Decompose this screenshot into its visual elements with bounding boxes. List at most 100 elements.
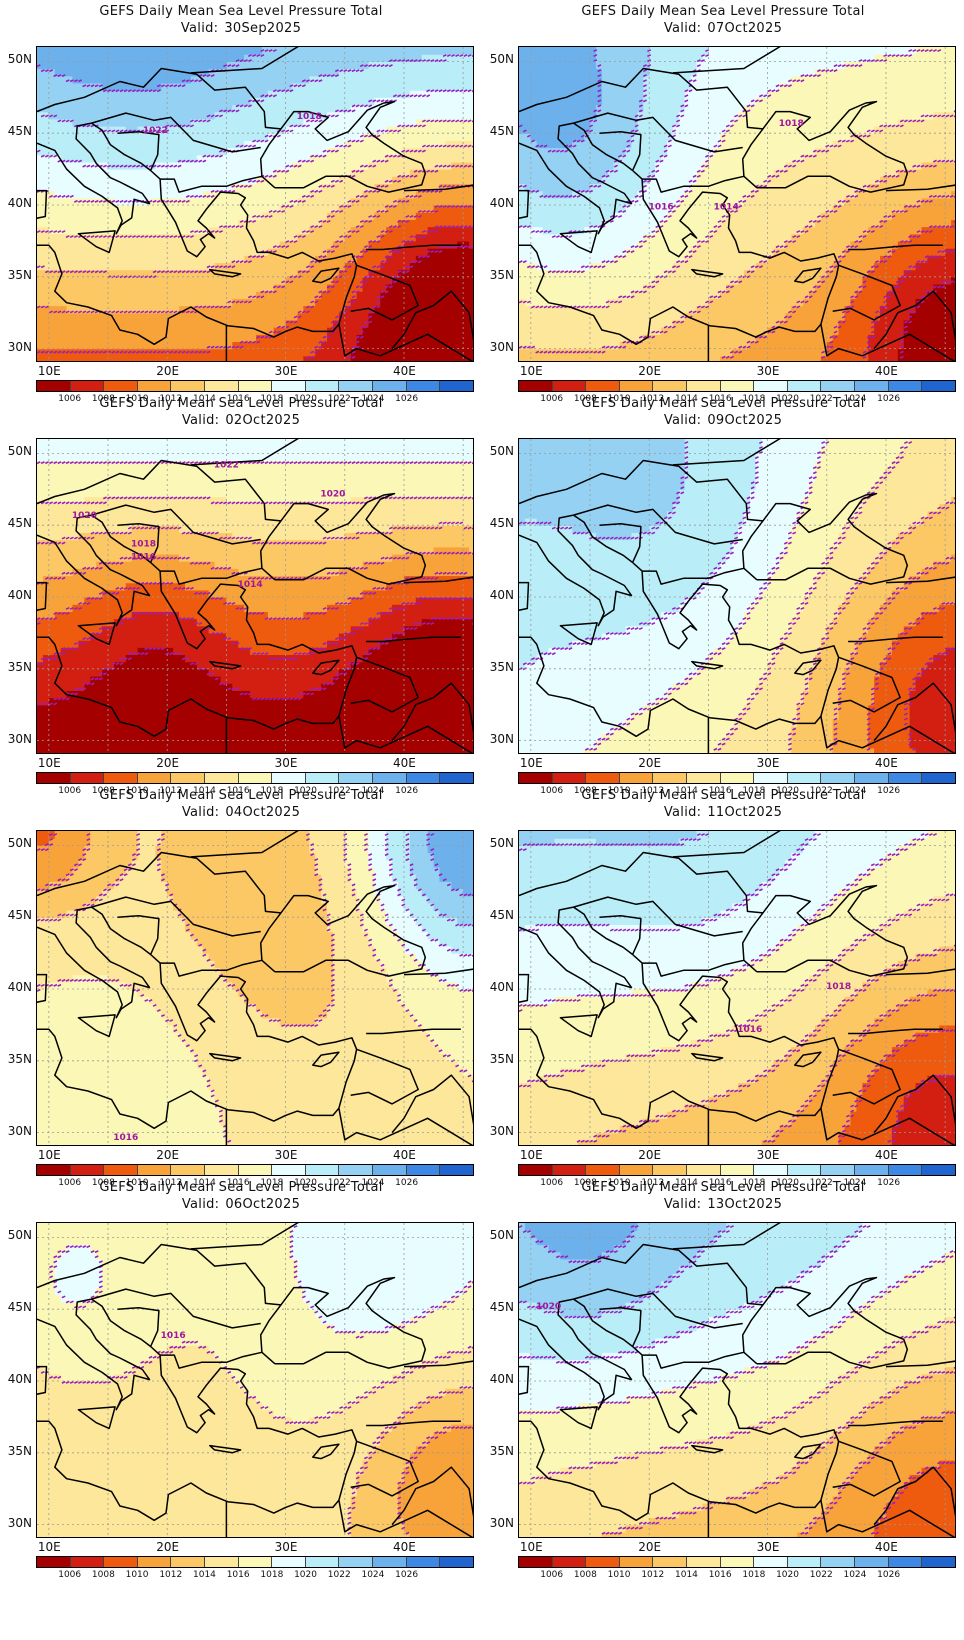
pressure-cell	[90, 341, 97, 350]
isobar-segment	[260, 335, 265, 339]
pressure-cell	[184, 161, 192, 170]
pressure-cell	[578, 276, 585, 285]
pressure-cell	[536, 61, 544, 70]
pressure-cell	[184, 147, 192, 156]
isobar-segment	[256, 179, 261, 183]
pressure-cell	[232, 319, 239, 328]
pressure-cell	[137, 248, 145, 256]
isobar-segment	[397, 179, 402, 183]
pressure-cell	[451, 97, 458, 106]
pressure-cell	[415, 190, 423, 199]
pressure-cell	[554, 341, 562, 350]
pressure-cell	[244, 104, 251, 113]
pressure-cell	[566, 219, 573, 228]
pressure-cell	[398, 240, 405, 249]
pressure-cell	[524, 291, 532, 299]
isobar-segment	[463, 245, 468, 249]
pressure-cell	[232, 205, 239, 213]
pressure-cell	[291, 334, 299, 343]
isobar-segment	[417, 189, 422, 193]
pressure-cell	[125, 205, 133, 213]
pressure-cell	[244, 118, 251, 127]
pressure-cell	[315, 312, 322, 321]
pressure-cell	[208, 154, 216, 163]
pressure-cell	[451, 75, 458, 84]
pressure-cell	[190, 312, 198, 321]
pressure-cell	[463, 183, 470, 192]
pressure-cell	[386, 140, 393, 149]
pressure-cell	[143, 190, 151, 199]
isobar-segment	[181, 235, 186, 239]
pressure-cell	[463, 90, 470, 98]
isobar-segment	[202, 154, 207, 158]
pressure-cell	[297, 298, 304, 307]
colorbar	[36, 380, 474, 392]
isobar-segment	[376, 265, 381, 269]
pressure-cell	[548, 190, 556, 199]
pressure-cell	[463, 154, 470, 163]
pressure-cell	[321, 269, 328, 278]
pressure-cell	[102, 154, 109, 163]
isobar-segment	[343, 265, 348, 269]
pressure-cell	[184, 75, 192, 84]
pressure-cell	[155, 176, 162, 185]
pressure-cell	[226, 205, 233, 213]
pressure-cell	[90, 126, 97, 134]
pressure-cell	[143, 276, 151, 285]
isobar-segment	[44, 154, 49, 158]
pressure-cell	[536, 176, 544, 185]
pressure-cell	[439, 61, 447, 70]
pressure-cell	[102, 212, 109, 220]
pressure-cell	[42, 298, 50, 307]
pressure-cell	[90, 68, 97, 77]
pressure-cell	[578, 90, 585, 98]
pressure-cell	[66, 82, 74, 91]
isobar-segment	[61, 270, 66, 274]
pressure-cell	[519, 262, 526, 271]
pressure-cell	[439, 348, 447, 357]
pressure-cell	[445, 47, 452, 55]
coastline-path	[391, 290, 473, 350]
pressure-cell	[102, 255, 109, 264]
pressure-cell	[232, 348, 239, 357]
isobar-segment	[210, 189, 215, 193]
pressure-cell	[398, 212, 405, 220]
pressure-cell	[96, 104, 103, 113]
pressure-cell	[519, 233, 526, 242]
pressure-cell	[279, 319, 287, 328]
pressure-cell	[297, 219, 304, 228]
pressure-cell	[102, 226, 109, 235]
pressure-cell	[578, 284, 585, 292]
pressure-cell	[530, 348, 538, 357]
pressure-cell	[566, 54, 573, 62]
isobar-segment	[405, 265, 410, 269]
pressure-cell	[190, 240, 198, 249]
isobar-segment	[351, 139, 356, 143]
pressure-cell	[48, 126, 56, 134]
pressure-cell	[321, 140, 328, 149]
pressure-cell	[463, 54, 470, 62]
pressure-cell	[96, 248, 103, 256]
pressure-cell	[119, 97, 127, 106]
pressure-cell	[524, 284, 532, 292]
pressure-cell	[54, 226, 62, 235]
pressure-cell	[421, 276, 429, 285]
pressure-cell	[113, 355, 121, 361]
pressure-cell	[66, 75, 74, 84]
pressure-cell	[451, 355, 458, 361]
pressure-cell	[125, 276, 133, 285]
pressure-cell	[451, 111, 458, 120]
pressure-cell	[530, 68, 538, 77]
pressure-cell	[208, 147, 216, 156]
pressure-cell	[542, 183, 550, 192]
pressure-cell	[403, 226, 411, 235]
isobar-segment	[334, 149, 339, 153]
pressure-cell	[356, 154, 364, 163]
pressure-cell	[226, 269, 233, 278]
pressure-cell	[327, 54, 334, 62]
colorbar-swatch	[171, 381, 206, 391]
pressure-cell	[113, 284, 121, 292]
isobar-segment	[376, 64, 381, 68]
pressure-cell	[421, 126, 429, 134]
pressure-cell	[72, 269, 80, 278]
